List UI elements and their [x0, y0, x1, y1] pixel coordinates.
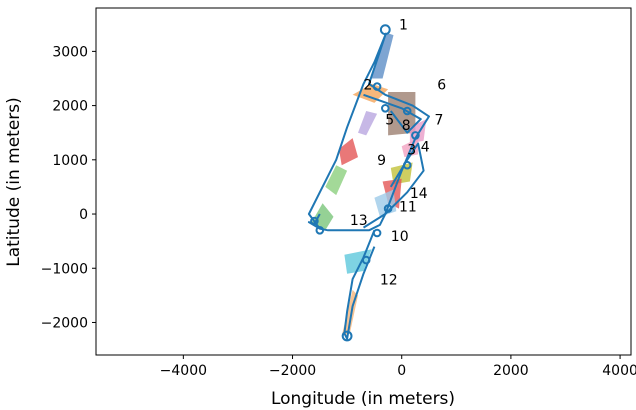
x-axis-title: Longitude (in meters): [271, 389, 455, 409]
road-line-1: [307, 34, 430, 232]
x-axis-ticks: −4000 −2000 0 2000 4000: [160, 355, 636, 379]
junction-circle-10: [361, 255, 371, 265]
annotation-5: 5: [385, 113, 394, 129]
junction-circle-11: [402, 106, 412, 116]
annotation-14: 14: [410, 186, 428, 202]
x-tick-label: −2000: [269, 363, 316, 379]
junction-circle-9: [372, 228, 382, 238]
y-tick-label: −1000: [41, 261, 88, 277]
y-tick-label: −2000: [41, 315, 88, 331]
annotation-6: 6: [437, 77, 446, 93]
junction-circle-4: [315, 226, 325, 235]
y-tick-label: 2000: [52, 99, 88, 115]
road-layer: [307, 34, 430, 340]
region-3-shape: [325, 165, 348, 196]
junction-circle-12: [381, 104, 390, 113]
annotation-13: 13: [350, 213, 368, 229]
annotation-2: 2: [364, 77, 373, 93]
y-tick-label: 3000: [52, 44, 88, 60]
road-line-4: [362, 142, 425, 229]
road-line-3: [363, 93, 422, 134]
annotation-11: 11: [399, 199, 417, 215]
plot-frame: [95, 7, 632, 356]
y-axis-title: Latitude (in meters): [4, 97, 24, 267]
junction-circle-5: [372, 82, 382, 91]
plot-background: [96, 8, 631, 355]
junction-circle-1: [379, 24, 391, 36]
annotation-8: 8: [402, 118, 411, 134]
annotation-3: 3: [407, 142, 416, 158]
annotation-7: 7: [435, 113, 444, 129]
junction-circle-7: [402, 160, 412, 170]
annotation-1: 1: [399, 18, 408, 34]
y-axis-ticks: −2000 −1000 0 1000 2000 3000: [41, 44, 96, 331]
x-tick-label: 4000: [602, 363, 636, 379]
annotation-4: 4: [421, 140, 430, 156]
region-6-shape: [388, 92, 416, 136]
y-tick-label: 0: [79, 207, 88, 223]
junction-circle-2: [341, 330, 353, 342]
x-tick-label: 2000: [493, 363, 529, 379]
circle-layer: [310, 24, 420, 342]
annotation-12: 12: [380, 273, 398, 289]
region-5-shape: [358, 111, 378, 136]
x-tick-label: −4000: [160, 363, 207, 379]
x-tick-label: 0: [397, 363, 406, 379]
junction-circle-8: [383, 204, 393, 213]
junction-circle-6: [411, 131, 420, 140]
junction-circle-3: [310, 216, 319, 226]
region-4-shape: [338, 138, 358, 166]
y-tick-label: 1000: [52, 153, 88, 169]
region-1-shape: [371, 32, 394, 79]
annotation-10: 10: [391, 229, 409, 245]
annotation-9: 9: [377, 153, 386, 169]
